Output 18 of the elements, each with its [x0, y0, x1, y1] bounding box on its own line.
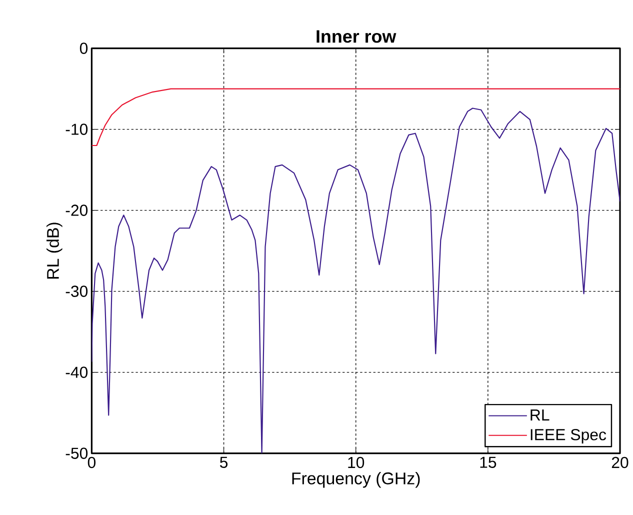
y-tick-label: -20	[66, 204, 88, 216]
x-tick-label: 5	[220, 456, 228, 468]
y-axis-title: RL (dB)	[46, 222, 62, 279]
x-tick-label: 15	[480, 456, 496, 468]
legend-label: RL	[530, 410, 550, 421]
legend-label: IEEE Spec	[530, 429, 606, 444]
x-axis-title: Frequency (GHz)	[292, 472, 420, 488]
chart-title: Inner row	[316, 30, 396, 43]
x-tick-label: 20	[612, 456, 628, 468]
x-tick-label: 10	[348, 456, 364, 468]
y-tick-label: -50	[66, 448, 88, 459]
x-tick-label: 0	[88, 456, 96, 468]
line-series	[92, 88, 620, 146]
y-tick-label: -40	[66, 366, 88, 378]
y-tick-label: -10	[66, 124, 88, 135]
line-series	[92, 108, 620, 454]
y-tick-label: 0	[80, 42, 88, 54]
y-tick-label: -30	[66, 286, 88, 297]
